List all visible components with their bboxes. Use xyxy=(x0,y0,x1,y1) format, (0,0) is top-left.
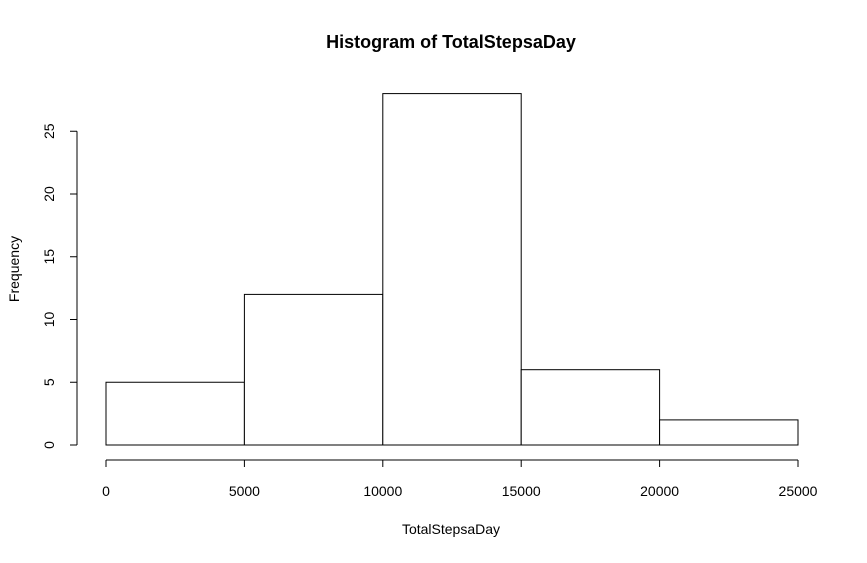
y-tick-label: 15 xyxy=(41,249,57,265)
histogram-bar xyxy=(243,293,384,446)
x-tick-label: 25000 xyxy=(779,483,818,499)
histogram-bar xyxy=(105,381,245,446)
y-tick-label: 5 xyxy=(41,378,57,386)
y-tick-label: 20 xyxy=(41,186,57,202)
bars-layer xyxy=(105,93,799,446)
x-axis-label: TotalStepsaDay xyxy=(402,521,500,537)
y-axis: 0 5 10 15 20 25 xyxy=(41,123,78,449)
x-tick-label: 15000 xyxy=(502,483,541,499)
x-tick-label: 20000 xyxy=(640,483,679,499)
x-tick-label: 0 xyxy=(102,483,110,499)
y-tick-label: 25 xyxy=(41,123,57,139)
histogram-bar xyxy=(382,93,522,446)
chart-title: Histogram of TotalStepsaDay xyxy=(326,32,576,52)
x-axis: 0 5000 10000 15000 20000 25000 xyxy=(102,459,818,499)
x-tick-label: 5000 xyxy=(229,483,260,499)
x-tick-label: 10000 xyxy=(363,483,402,499)
y-tick-label: 10 xyxy=(41,312,57,328)
histogram-bar xyxy=(659,419,799,446)
y-axis-label: Frequency xyxy=(6,236,22,302)
histogram-bar xyxy=(520,369,661,446)
y-tick-label: 0 xyxy=(41,441,57,449)
